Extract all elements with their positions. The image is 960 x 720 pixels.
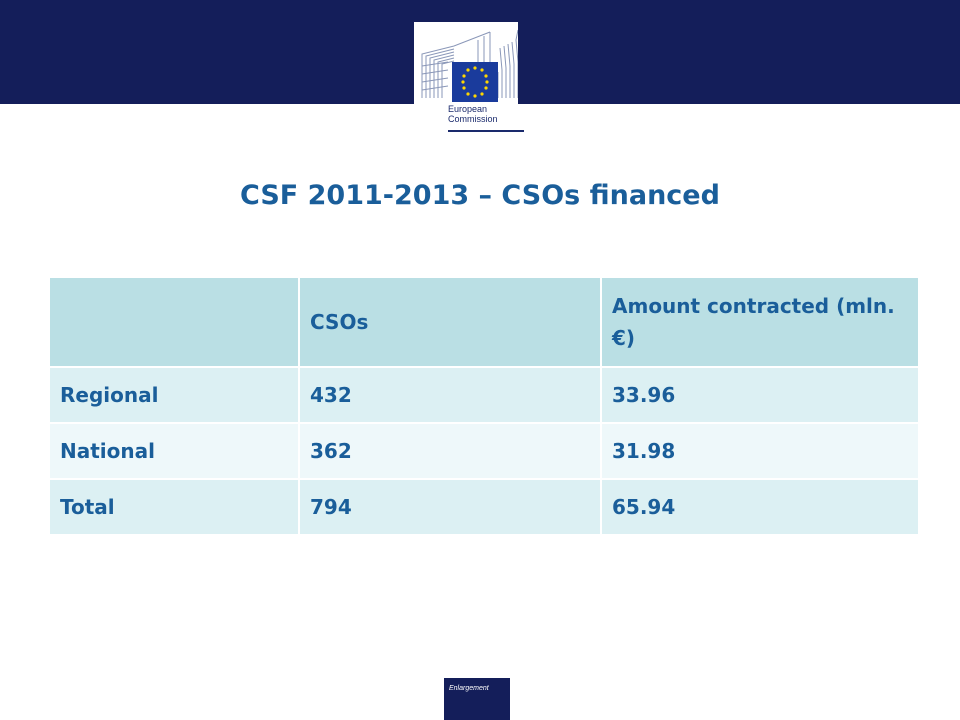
amount-value: 31.98 — [600, 422, 920, 480]
table-row: Regional 432 33.96 — [48, 366, 920, 424]
amount-value: 65.94 — [600, 478, 920, 536]
logo-line-1: European — [448, 104, 488, 114]
table-row: National 362 31.98 — [48, 422, 920, 480]
column-header-csos: CSOs — [298, 276, 602, 368]
table-row: Total 794 65.94 — [48, 478, 920, 536]
column-header-empty — [48, 276, 300, 368]
row-label: Total — [48, 478, 300, 536]
berlaymont-building-icon — [421, 29, 518, 102]
logo-underline — [448, 130, 524, 132]
table-header-row: CSOs Amount contracted (mln. €) — [48, 276, 920, 368]
csos-value: 362 — [298, 422, 602, 480]
logo-wordmark: European Commission — [448, 104, 498, 124]
slide-title: CSF 2011-2013 – CSOs financed — [240, 180, 720, 211]
csos-value: 794 — [298, 478, 602, 536]
footer-label: Enlargement — [449, 685, 489, 692]
column-header-amount: Amount contracted (mln. €) — [600, 276, 920, 368]
eu-stars-icon — [461, 66, 489, 98]
row-label: National — [48, 422, 300, 480]
amount-value: 33.96 — [600, 366, 920, 424]
logo-line-2: Commission — [448, 114, 498, 124]
row-label: Regional — [48, 366, 300, 424]
enlargement-badge: Enlargement — [444, 678, 510, 720]
european-commission-logo: European Commission — [414, 22, 524, 134]
csos-table: CSOs Amount contracted (mln. €) Regional… — [48, 276, 920, 536]
csos-value: 432 — [298, 366, 602, 424]
